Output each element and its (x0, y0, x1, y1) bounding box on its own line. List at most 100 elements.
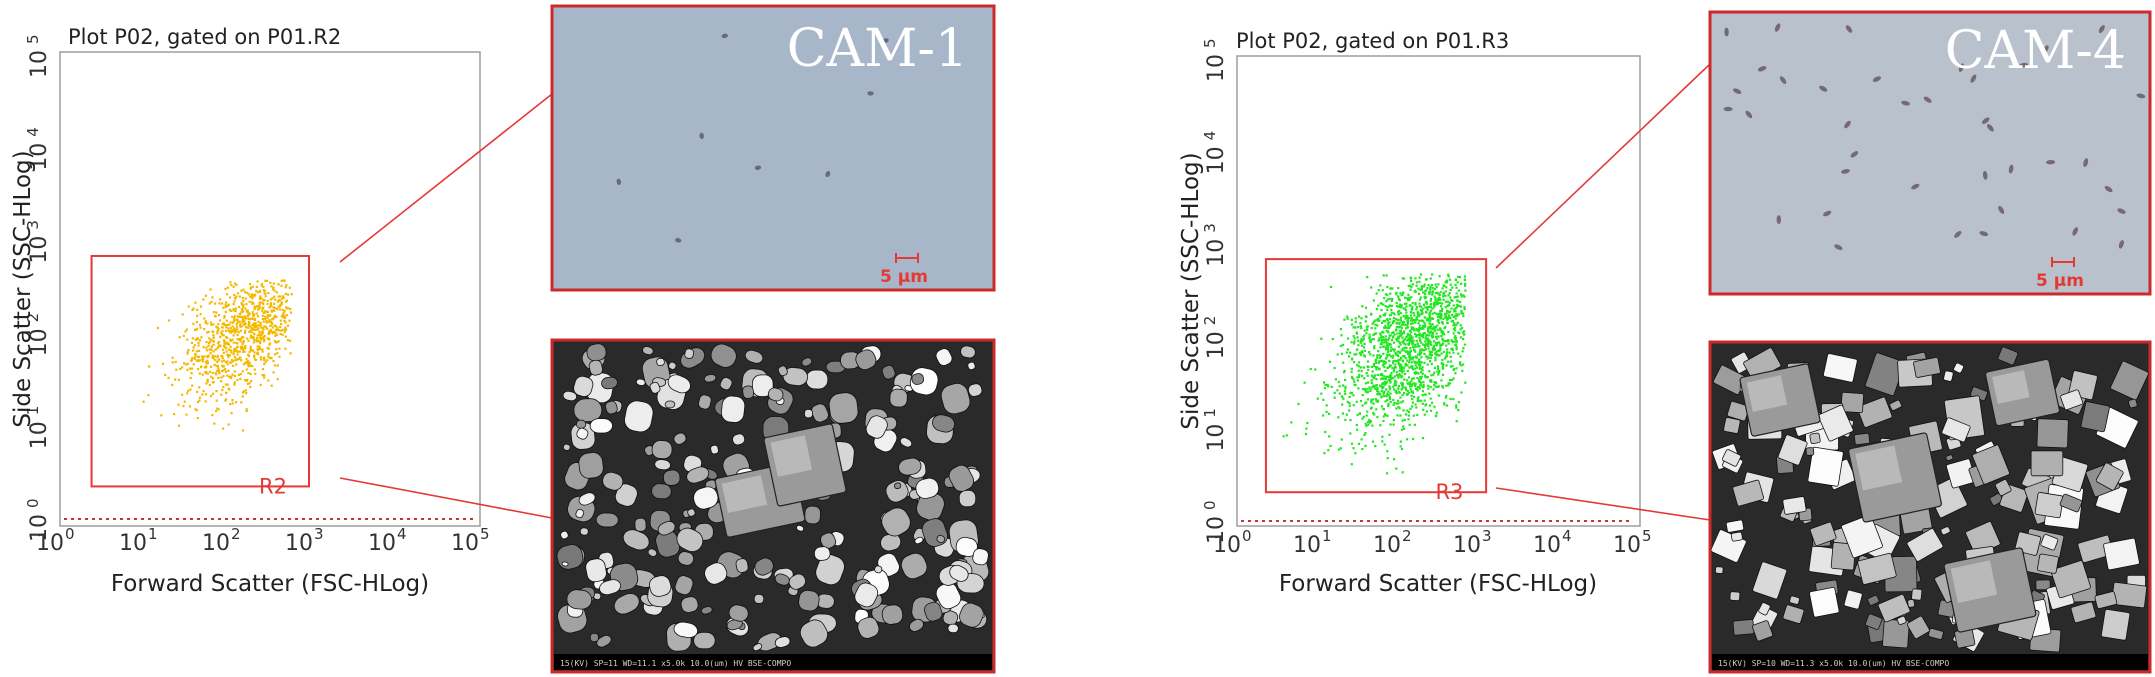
sem-particle (2080, 401, 2110, 433)
data-point (1345, 351, 1348, 354)
data-point (262, 356, 265, 359)
data-point (259, 340, 262, 343)
data-point (195, 327, 198, 331)
data-point (1430, 283, 1433, 287)
data-point (1452, 324, 1455, 327)
data-point (223, 343, 226, 346)
data-point (1385, 472, 1389, 475)
sem-particle (855, 349, 877, 371)
data-point (1401, 369, 1404, 372)
data-point (1446, 355, 1449, 358)
gate-rectangle[interactable] (1264, 258, 1488, 494)
data-point (1451, 320, 1454, 323)
data-point (1379, 316, 1382, 319)
data-point (1324, 430, 1327, 434)
data-point (1408, 351, 1411, 354)
data-point (1450, 299, 1453, 302)
data-point (243, 291, 247, 294)
data-point (192, 322, 195, 325)
data-point (1457, 275, 1460, 278)
data-point (1427, 384, 1430, 387)
sem-particle (576, 427, 589, 440)
data-point (1410, 296, 1413, 299)
axis-event (1479, 520, 1482, 522)
x-tick-exponent: 5 (480, 525, 490, 543)
data-point (212, 343, 215, 346)
data-point (194, 301, 197, 304)
plot-frame (59, 51, 481, 527)
data-point (202, 346, 205, 349)
data-point (232, 341, 235, 344)
data-point (1426, 333, 1429, 336)
data-point (1412, 339, 1415, 342)
data-point (1385, 346, 1388, 349)
data-point (1419, 353, 1422, 356)
data-point (256, 324, 259, 327)
data-point (1355, 353, 1358, 356)
data-point (1455, 324, 1458, 327)
data-point (1380, 385, 1383, 388)
data-point (242, 340, 245, 343)
data-point (1455, 307, 1458, 310)
data-point (1381, 364, 1385, 367)
data-point (1392, 331, 1395, 334)
data-point (1358, 315, 1361, 318)
data-point (156, 326, 159, 330)
data-point (261, 348, 264, 351)
data-point (1429, 379, 1432, 382)
data-point (1403, 302, 1406, 305)
data-point (1434, 326, 1437, 329)
data-point (1387, 354, 1390, 357)
sem-particle (1732, 479, 1765, 507)
data-point (1443, 357, 1447, 360)
data-point (232, 309, 235, 312)
data-point (196, 390, 199, 393)
data-point (1398, 369, 1401, 372)
data-point (209, 321, 212, 324)
data-point (1374, 327, 1377, 330)
data-point (186, 338, 189, 341)
data-point (246, 361, 249, 364)
data-point (1376, 356, 1379, 359)
data-point (1448, 379, 1452, 382)
data-point (206, 380, 209, 383)
data-point (252, 324, 256, 327)
data-point (249, 347, 252, 350)
sem-particle (799, 619, 828, 648)
axis-event (414, 518, 417, 520)
data-point (1350, 463, 1353, 466)
data-point (215, 410, 218, 413)
data-point (206, 361, 210, 365)
x-tick-labels: 10 0 10 1 10 2 10 3 10 4 10 5 (36, 525, 490, 556)
data-point (201, 360, 204, 363)
data-point (245, 326, 248, 329)
data-point (281, 333, 284, 336)
data-point (249, 364, 252, 367)
data-point (1353, 342, 1356, 345)
data-point (1414, 384, 1417, 387)
gate-rectangle[interactable] (90, 254, 311, 488)
sem-particle (2030, 450, 2064, 477)
data-point (211, 296, 214, 299)
data-point (1309, 367, 1312, 371)
data-point (1418, 332, 1421, 335)
data-point (1389, 375, 1392, 378)
data-point (1408, 337, 1411, 340)
data-point (1461, 350, 1464, 353)
data-point (1419, 376, 1422, 379)
data-point (1396, 350, 1399, 353)
data-point (1409, 276, 1412, 279)
data-point (234, 328, 237, 331)
data-point (1395, 381, 1398, 384)
data-point (242, 316, 245, 319)
data-point (191, 337, 194, 340)
x-tick-3: 10 3 (285, 525, 324, 556)
data-point (1437, 341, 1441, 344)
y-tick-label: 10 (27, 143, 52, 171)
data-point (1420, 356, 1423, 359)
y-tick-exponent: 1 (24, 406, 42, 416)
data-point (281, 328, 284, 332)
data-point (1444, 396, 1447, 399)
data-point (1428, 315, 1431, 318)
data-point (1406, 390, 1409, 393)
